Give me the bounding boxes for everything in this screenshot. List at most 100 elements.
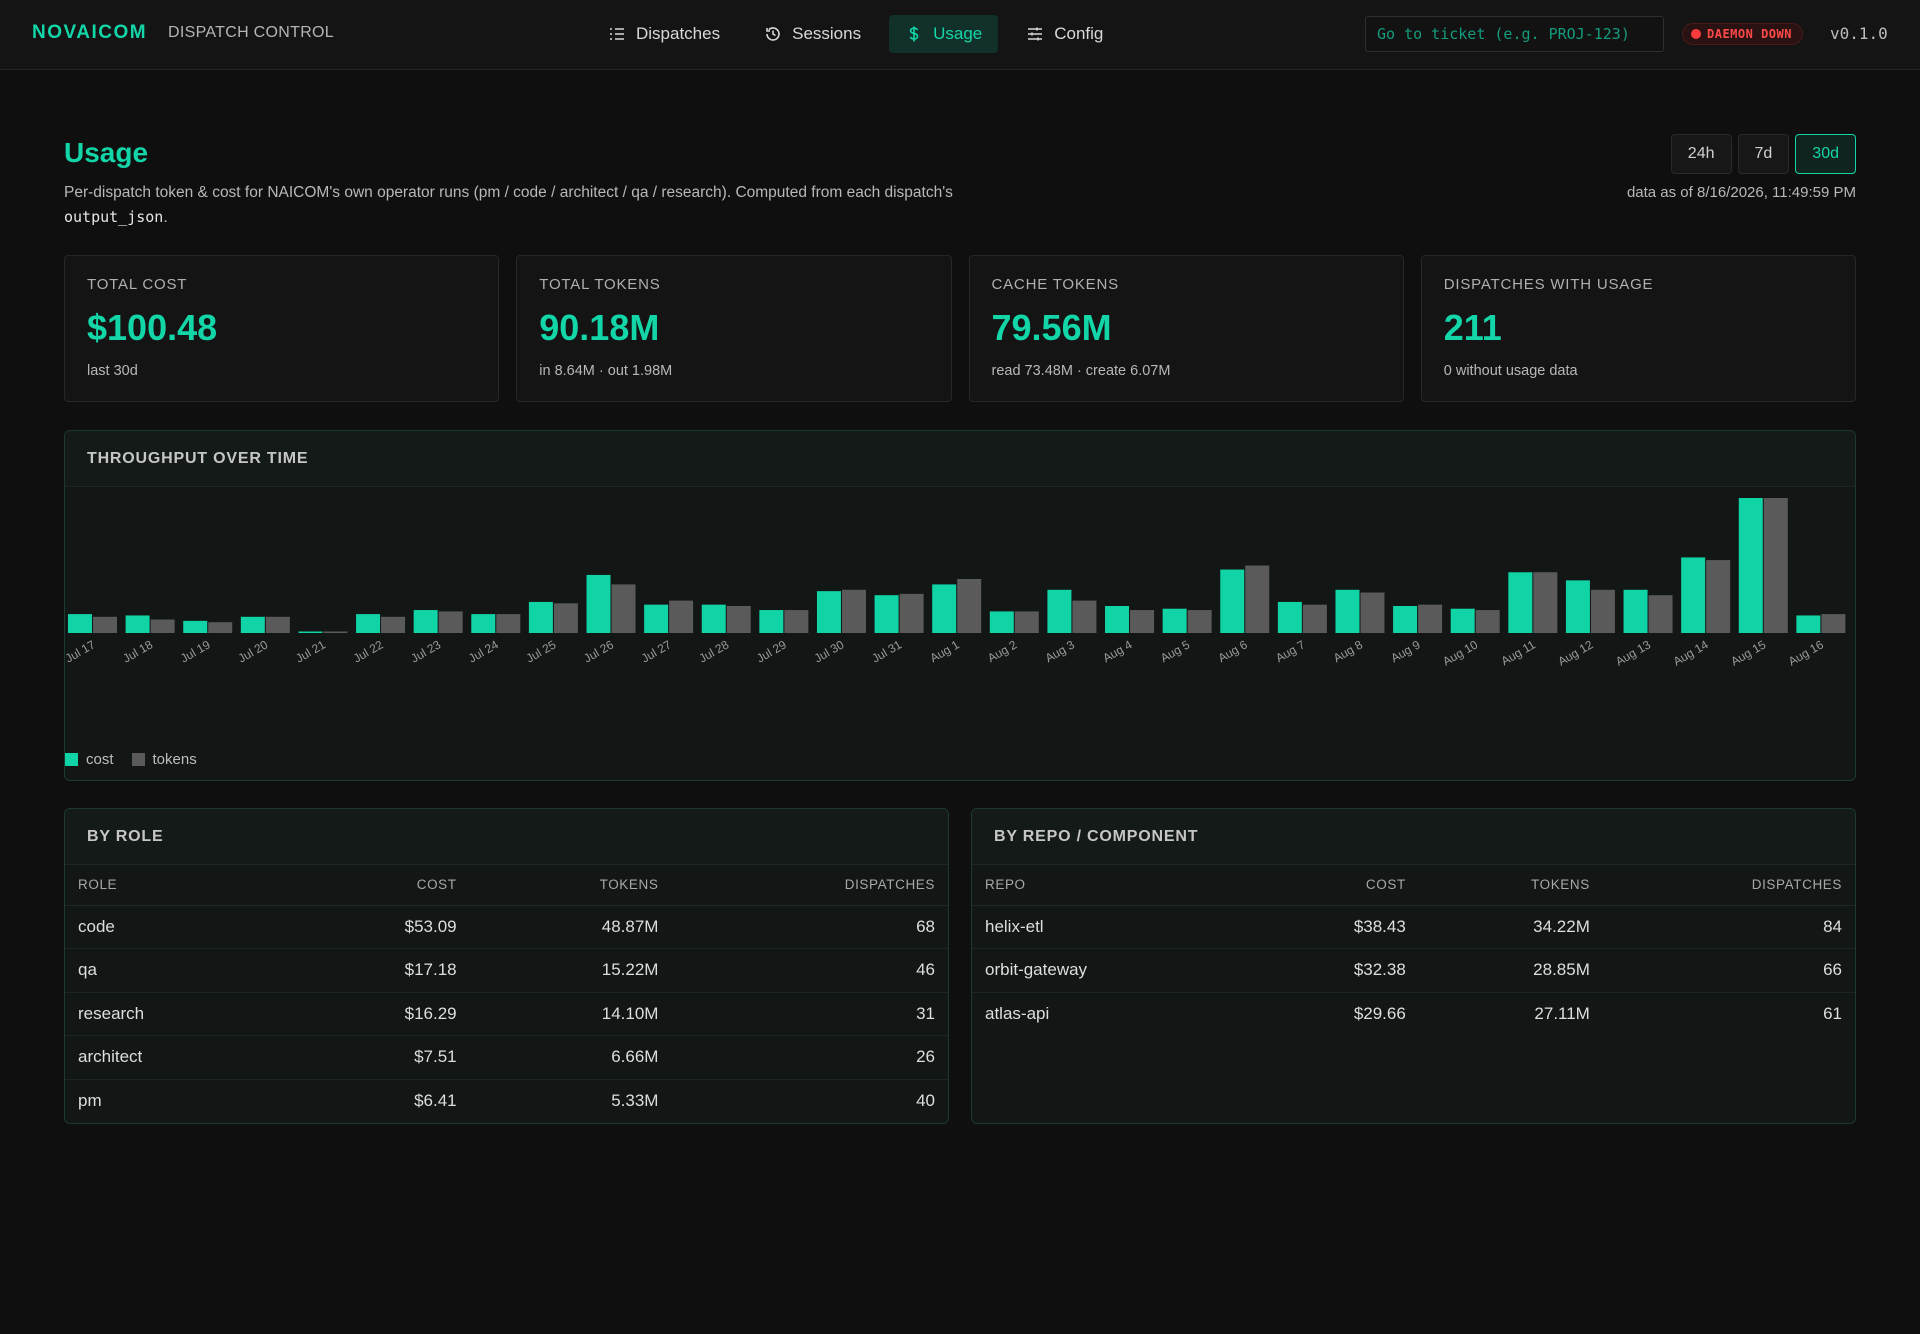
bar-tokens[interactable]	[1360, 592, 1385, 634]
bar-tokens[interactable]	[1072, 600, 1097, 633]
bar-cost[interactable]	[1565, 580, 1590, 633]
bar-tokens[interactable]	[957, 579, 982, 633]
bar-tokens[interactable]	[611, 584, 636, 633]
bar-tokens[interactable]	[1130, 610, 1155, 633]
cell-dispatches: 84	[1602, 905, 1855, 949]
table-row[interactable]: helix-etl $38.43 34.22M 84	[972, 905, 1855, 949]
column-header[interactable]: ROLE	[65, 865, 285, 906]
column-header[interactable]: TOKENS	[1418, 865, 1603, 906]
table-row[interactable]: qa $17.18 15.22M 46	[65, 948, 948, 993]
bar-cost[interactable]	[125, 615, 150, 633]
bar-tokens[interactable]	[150, 619, 175, 634]
column-header[interactable]: DISPATCHES	[1602, 865, 1855, 906]
column-header[interactable]: TOKENS	[469, 865, 672, 906]
bar-cost[interactable]	[298, 631, 323, 634]
column-header[interactable]: DISPATCHES	[671, 865, 948, 906]
bar-tokens[interactable]	[438, 611, 463, 633]
bar-cost[interactable]	[1508, 572, 1533, 633]
bar-cost[interactable]	[759, 610, 784, 633]
stat-value: 211	[1443, 307, 1502, 348]
chart-legend: cost tokens	[65, 751, 197, 768]
table-row[interactable]: atlas-api $29.66 27.11M 61	[972, 992, 1855, 1036]
daemon-status-label: DAEMON DOWN	[1707, 27, 1792, 41]
bar-cost[interactable]	[701, 604, 726, 633]
bar-cost[interactable]	[528, 601, 553, 633]
x-tick-label: Aug 14	[1671, 637, 1711, 668]
bar-cost[interactable]	[1335, 589, 1360, 633]
bar-tokens[interactable]	[1590, 589, 1615, 633]
bar-cost[interactable]	[1047, 589, 1072, 633]
range-24h-button[interactable]: 24h	[1670, 134, 1732, 174]
bar-tokens[interactable]	[1187, 610, 1212, 633]
column-header[interactable]: COST	[284, 865, 470, 906]
x-tick-label: Aug 13	[1613, 637, 1653, 668]
nav-config[interactable]: Config	[1010, 15, 1119, 53]
bar-tokens[interactable]	[669, 600, 694, 633]
bar-cost[interactable]	[1450, 608, 1475, 633]
bar-tokens[interactable]	[208, 622, 233, 633]
nav-sessions[interactable]: Sessions	[748, 15, 877, 53]
bar-cost[interactable]	[1393, 606, 1418, 633]
table-row[interactable]: research $16.29 14.10M 31	[65, 992, 948, 1036]
bar-cost[interactable]	[1623, 589, 1648, 633]
dollar-icon	[909, 26, 919, 42]
bar-cost[interactable]	[989, 611, 1014, 633]
bar-cost[interactable]	[1162, 608, 1187, 633]
bar-tokens[interactable]	[1533, 572, 1558, 633]
table-row[interactable]: code $53.09 48.87M 68	[65, 905, 948, 949]
range-7d-button[interactable]: 7d	[1737, 134, 1790, 174]
bar-cost[interactable]	[240, 616, 265, 633]
stat-value: 79.56M	[991, 307, 1112, 348]
legend-item-tokens[interactable]: tokens	[131, 751, 197, 768]
bar-cost[interactable]	[183, 620, 208, 633]
range-30d-button[interactable]: 30d	[1795, 134, 1856, 174]
nav-usage[interactable]: Usage	[889, 15, 999, 53]
bar-tokens[interactable]	[1245, 565, 1270, 634]
bar-cost[interactable]	[471, 614, 496, 633]
bar-cost[interactable]	[1105, 606, 1130, 633]
bar-tokens[interactable]	[1475, 610, 1500, 633]
bar-tokens[interactable]	[381, 616, 406, 633]
bar-cost[interactable]	[816, 591, 841, 633]
bar-tokens[interactable]	[1648, 595, 1673, 633]
bar-tokens[interactable]	[553, 603, 578, 633]
column-header[interactable]: REPO	[972, 865, 1250, 906]
bar-tokens[interactable]	[726, 606, 751, 633]
bar-cost[interactable]	[68, 614, 92, 633]
bar-cost[interactable]	[1681, 557, 1706, 633]
bar-tokens[interactable]	[899, 593, 924, 633]
bar-cost[interactable]	[1277, 601, 1302, 633]
bar-tokens[interactable]	[1706, 560, 1731, 633]
bar-tokens[interactable]	[841, 589, 866, 633]
bar-tokens[interactable]	[1418, 604, 1443, 633]
bar-cost[interactable]	[932, 584, 957, 633]
brand-logo[interactable]: NOVAICOM	[32, 22, 148, 43]
bar-tokens[interactable]	[265, 616, 290, 633]
bar-tokens[interactable]	[1763, 498, 1788, 633]
column-header[interactable]: COST	[1249, 865, 1419, 906]
bar-cost[interactable]	[1796, 615, 1821, 633]
nav-usage-label: Usage	[933, 24, 983, 43]
nav-sessions-label: Sessions	[792, 24, 862, 43]
bar-tokens[interactable]	[1302, 604, 1327, 633]
bar-cost[interactable]	[413, 610, 438, 633]
bar-tokens[interactable]	[496, 614, 521, 633]
bar-tokens[interactable]	[93, 616, 117, 633]
cell-role: code	[65, 905, 285, 949]
bar-cost[interactable]	[586, 574, 611, 633]
bar-cost[interactable]	[356, 614, 381, 633]
ticket-search-input[interactable]	[1365, 16, 1664, 52]
bar-cost[interactable]	[1220, 569, 1245, 633]
table-row[interactable]: architect $7.51 6.66M 26	[65, 1035, 948, 1080]
legend-item-cost[interactable]: cost	[65, 751, 114, 768]
bar-cost[interactable]	[1738, 498, 1763, 633]
table-row[interactable]: orbit-gateway $32.38 28.85M 66	[972, 948, 1855, 993]
bar-cost[interactable]	[644, 604, 669, 633]
bar-cost[interactable]	[874, 595, 899, 633]
nav-dispatches[interactable]: Dispatches	[592, 15, 736, 53]
bar-tokens[interactable]	[1821, 614, 1846, 633]
bar-tokens[interactable]	[323, 631, 348, 634]
bar-tokens[interactable]	[784, 610, 809, 633]
table-row[interactable]: pm $6.41 5.33M 40	[65, 1079, 948, 1123]
bar-tokens[interactable]	[1014, 611, 1039, 633]
